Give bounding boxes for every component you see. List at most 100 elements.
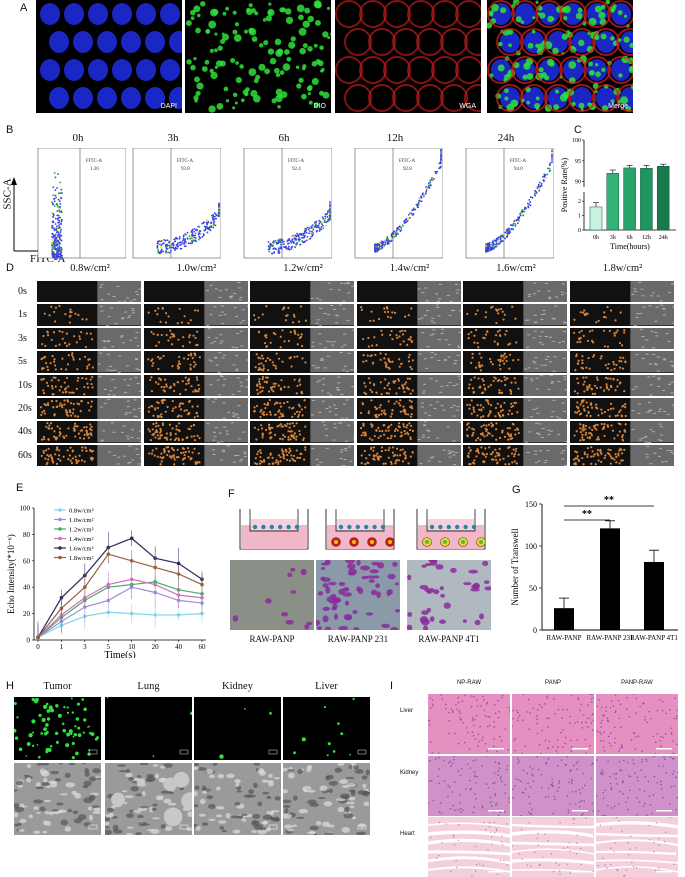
organ-brightfield xyxy=(105,763,192,835)
e-point xyxy=(177,562,181,566)
flow-scatter-plot: FITC-A92.4 xyxy=(234,148,332,266)
time-label: 0s xyxy=(18,286,27,297)
g-ytick: 0 xyxy=(533,626,537,635)
ultrasound-frame xyxy=(357,351,461,372)
c-bar xyxy=(640,168,652,230)
panel-a-channel-label: DAPI xyxy=(161,103,177,110)
ultrasound-frame xyxy=(463,375,567,396)
e-xtick: 40 xyxy=(175,643,183,651)
g-bar xyxy=(554,608,574,630)
ultrasound-frame xyxy=(144,445,248,466)
e-point xyxy=(153,583,157,587)
organ-brightfield xyxy=(194,763,281,835)
g-bar xyxy=(644,562,664,630)
panel-a-image: WGA xyxy=(335,0,481,113)
e-point xyxy=(106,552,110,556)
panel-a-channel-label: WGA xyxy=(459,103,476,110)
ultrasound-frame xyxy=(463,328,567,349)
e-point xyxy=(106,583,110,587)
flow-time-label: 0h xyxy=(28,132,128,144)
e-point xyxy=(60,607,64,611)
ultrasound-frame xyxy=(357,421,461,442)
g-bar xyxy=(600,528,620,630)
c-xtick: 0h xyxy=(593,235,599,241)
flow-gate-value: 1.36 xyxy=(90,167,99,172)
e-point xyxy=(200,583,204,587)
transwell-micrograph xyxy=(230,560,314,630)
time-label: 10s xyxy=(18,380,32,391)
e-xtick: 1 xyxy=(60,643,64,651)
time-label: 3s xyxy=(18,333,27,344)
ultrasound-frame xyxy=(37,281,141,302)
organ-fluorescence xyxy=(105,697,192,760)
ultrasound-frame xyxy=(144,304,248,325)
panel-a-letter: A xyxy=(20,2,27,14)
flow-scatter-plot: FITC-A1.36 xyxy=(28,148,126,266)
time-label: 5s xyxy=(18,356,27,367)
ultrasound-frame xyxy=(357,445,461,466)
panel-a-channel-label: DIO xyxy=(314,103,326,110)
transwell-micrograph xyxy=(316,560,400,630)
flow-gate-value: 92.8 xyxy=(403,167,412,172)
ultrasound-frame xyxy=(463,304,567,325)
c-ytick: 95 xyxy=(575,159,581,165)
flow-time-label: 3h xyxy=(123,132,223,144)
e-point xyxy=(153,613,157,617)
g-sig-2: ** xyxy=(604,495,614,506)
ultrasound-frame xyxy=(144,328,248,349)
ultrasound-frame xyxy=(250,375,354,396)
e-xtick: 60 xyxy=(199,643,207,651)
panel-a-image: DAPI xyxy=(36,0,182,113)
transwell-diagram xyxy=(320,505,400,557)
c-bar xyxy=(624,168,636,230)
ultrasound-frame xyxy=(250,398,354,419)
e-xlabel: Time(s) xyxy=(104,650,135,658)
panel-d-letter: D xyxy=(6,262,14,274)
power-label: 1.0w/cm² xyxy=(144,263,250,274)
c-ytick: 100 xyxy=(572,138,581,144)
ultrasound-frame xyxy=(37,445,141,466)
time-label: 1s xyxy=(18,309,27,320)
e-legend-entry: 1.2w/cm² xyxy=(69,527,94,534)
histology-image xyxy=(428,817,510,877)
histology-image xyxy=(596,694,678,754)
ultrasound-frame xyxy=(570,328,674,349)
organ-brightfield xyxy=(283,763,370,835)
ultrasound-frame xyxy=(37,328,141,349)
e-point xyxy=(130,559,134,563)
ultrasound-frame xyxy=(250,281,354,302)
flow-time-label: 12h xyxy=(345,132,445,144)
histology-row-label: Kidney xyxy=(400,770,418,776)
g-ylabel: Number of Transwell xyxy=(510,528,520,605)
histology-row-label: Heart xyxy=(400,831,415,837)
ultrasound-frame xyxy=(570,375,674,396)
ultrasound-frame xyxy=(250,421,354,442)
c-xtick: 24h xyxy=(659,235,668,241)
panel-h-letter: H xyxy=(6,680,14,692)
ultrasound-frame xyxy=(357,304,461,325)
panel-a-image: Merge xyxy=(487,0,633,113)
e-point xyxy=(106,610,110,614)
time-label: 60s xyxy=(18,450,32,461)
c-ytick: 0 xyxy=(578,228,581,234)
power-label: 1.2w/cm² xyxy=(250,263,356,274)
e-ylabel: Echo Intensity(*10⁻⁶) xyxy=(6,534,16,614)
ultrasound-frame xyxy=(250,328,354,349)
ultrasound-frame xyxy=(144,398,248,419)
organ-label: Kidney xyxy=(194,681,281,692)
ultrasound-frame xyxy=(570,281,674,302)
e-point xyxy=(153,566,157,570)
panel-i-letter: I xyxy=(390,680,393,692)
ultrasound-frame xyxy=(37,421,141,442)
e-ytick: 60 xyxy=(23,557,31,565)
histology-image xyxy=(512,817,594,877)
organ-label: Lung xyxy=(105,681,192,692)
transwell-label: RAW-PANP 231 xyxy=(310,634,406,644)
ultrasound-frame xyxy=(463,281,567,302)
c-ytick: 2 xyxy=(578,199,581,205)
e-point xyxy=(177,572,181,576)
g-ytick: 150 xyxy=(525,500,537,509)
panel-f-letter: F xyxy=(228,488,235,500)
e-point xyxy=(130,577,134,581)
ultrasound-frame xyxy=(37,351,141,372)
